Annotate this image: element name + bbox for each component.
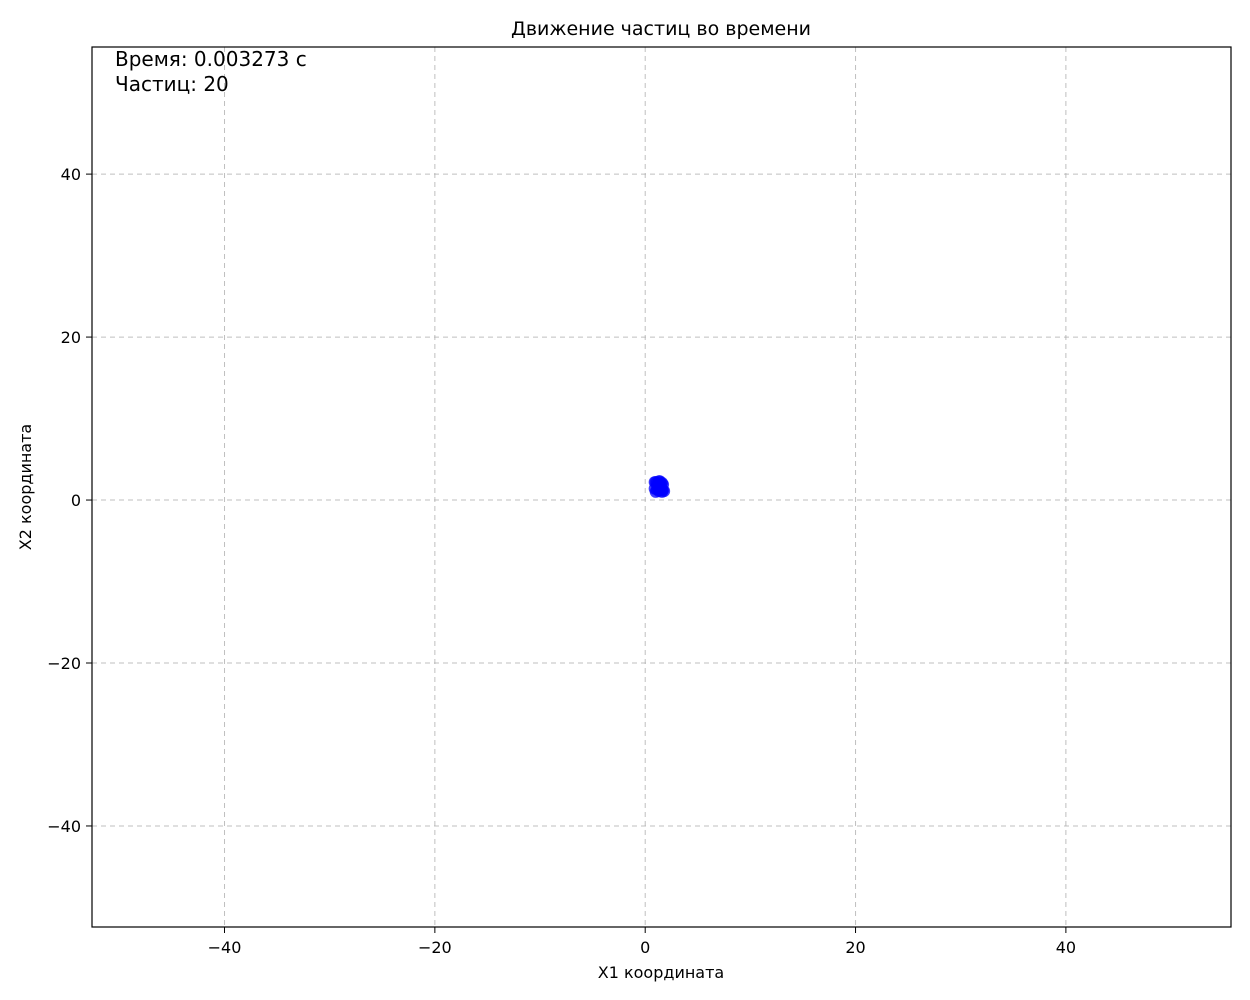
y-tick-label: 20 [61, 328, 81, 347]
particle-point [656, 485, 669, 498]
particle-count-annotation: Частиц: 20 [115, 72, 229, 96]
x-tick-label: 0 [640, 938, 650, 957]
y-tick-label: −40 [47, 817, 81, 836]
x-tick-label: −20 [418, 938, 452, 957]
y-tick-label: −20 [47, 654, 81, 673]
y-tick-label: 40 [61, 165, 81, 184]
x-axis-label: X1 координата [598, 963, 724, 982]
chart-title: Движение частиц во времени [511, 18, 811, 40]
scatter-points [648, 475, 671, 498]
x-tick-label: 40 [1056, 938, 1076, 957]
x-tick-label: −40 [208, 938, 242, 957]
axis-ticks: −40 −20 0 20 40 −40 −20 0 20 40 [47, 165, 1076, 957]
y-tick-label: 0 [71, 491, 81, 510]
grid-lines [92, 47, 1231, 927]
time-annotation: Время: 0.003273 с [115, 47, 307, 71]
y-axis-label: X2 координата [16, 424, 35, 550]
plot-frame [91, 46, 1232, 928]
x-tick-label: 20 [845, 938, 865, 957]
particle-point [653, 475, 666, 488]
